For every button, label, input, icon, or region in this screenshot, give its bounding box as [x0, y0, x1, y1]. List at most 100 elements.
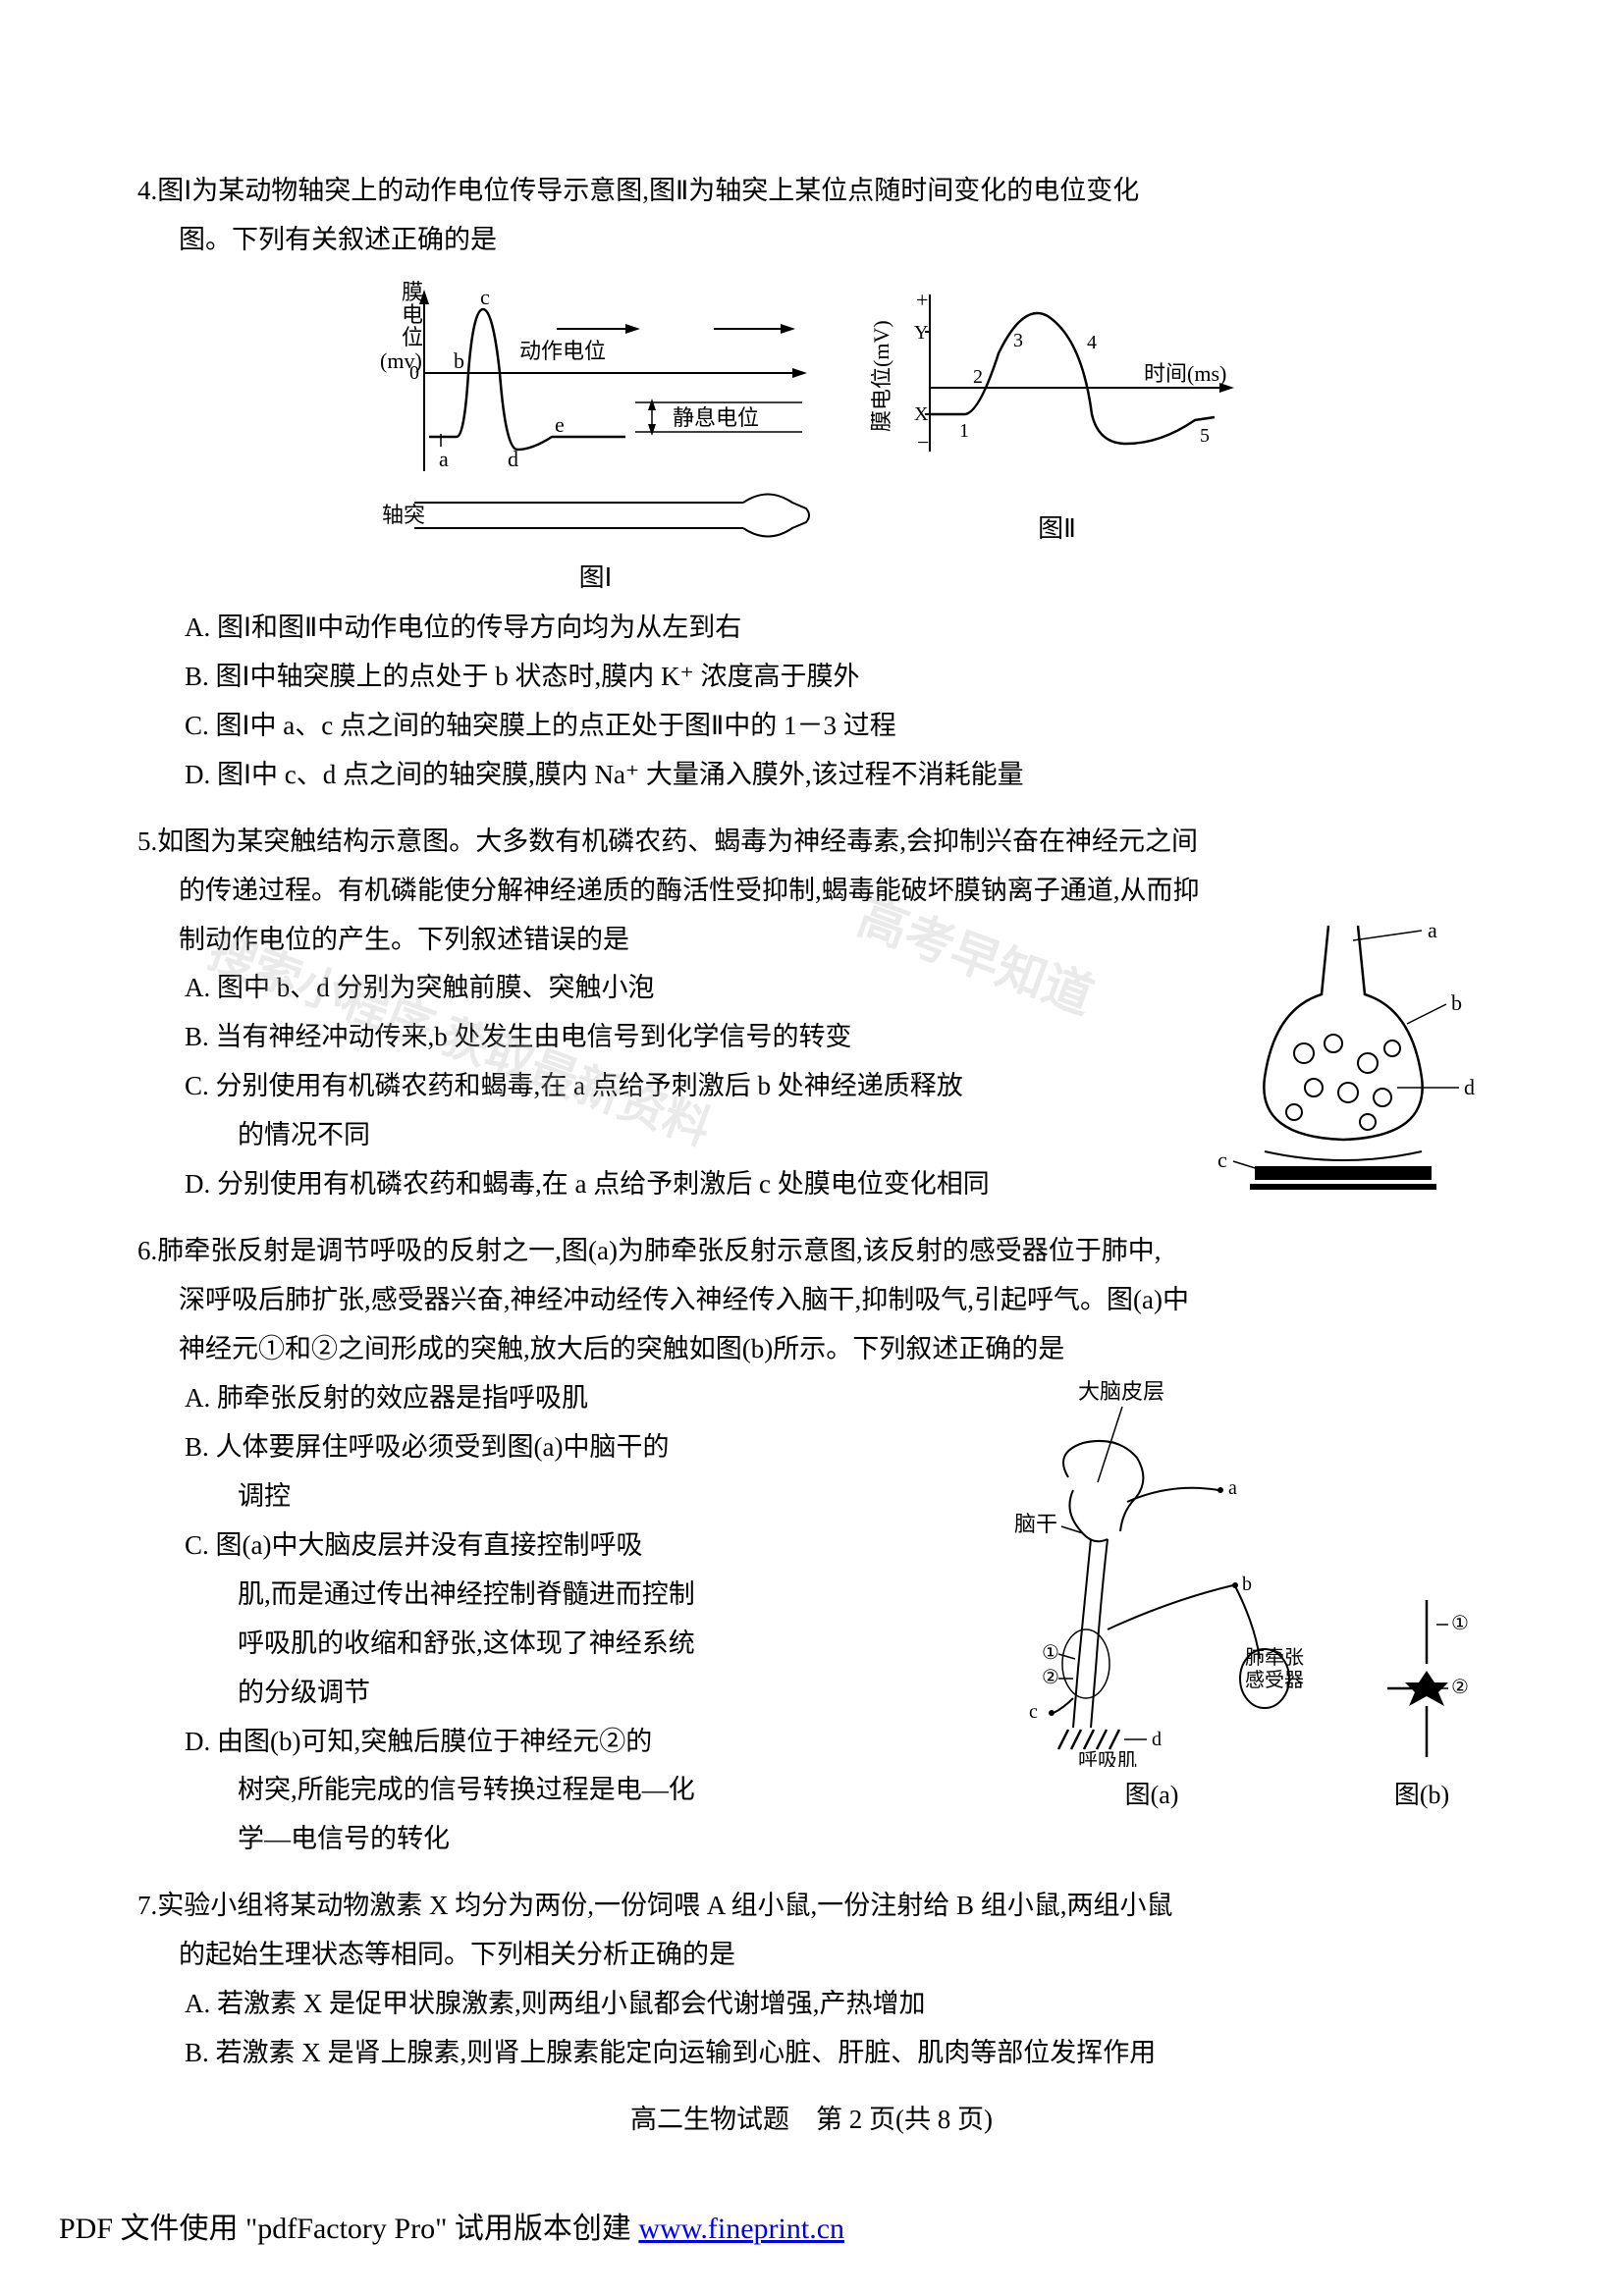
figure-1-container: 膜 电 位 (mv) 0 c b d e a [380, 275, 812, 594]
svg-text:5: 5 [1200, 425, 1210, 447]
q5-line2: 的传递过程。有机磷能使分解神经递质的酶活性受抑制,蝎毒能破坏膜钠离子通道,从而抑 [137, 867, 1486, 916]
svg-text:3: 3 [1013, 330, 1023, 351]
svg-text:呼吸肌: 呼吸肌 [1078, 1749, 1137, 1767]
figure-a: 大脑皮层 脑干 a [975, 1374, 1328, 1811]
question-7: 7.实验小组将某动物激素 X 均分为两份,一份饲喂 A 组小鼠,一份注射给 B … [137, 1882, 1486, 2078]
q5-opt-d: D. 分别使用有机磷农药和蝎毒,在 a 点给予刺激后 c 处膜电位变化相同 [185, 1160, 1216, 1209]
q6-line2: 深呼吸后肺扩张,感受器兴奋,神经冲动经传入神经传入脑干,抑制吸气,引起呼气。图(… [137, 1276, 1486, 1325]
svg-text:b: b [454, 348, 464, 373]
q6-opt-b2: 调控 [185, 1472, 975, 1522]
fig-b-svg: ① ② [1358, 1590, 1486, 1767]
q6-body: A. 肺牵张反射的效应器是指呼吸肌 B. 人体要屏住呼吸必须受到图(a)中脑干的… [137, 1374, 1486, 1864]
q7-line1: 7.实验小组将某动物激素 X 均分为两份,一份饲喂 A 组小鼠,一份注射给 B … [137, 1882, 1486, 1931]
svg-text:位: 位 [402, 325, 423, 349]
q7-opt-b: B. 若激素 X 是肾上腺素,则肾上腺素能定向运输到心脏、肝脏、肌肉等部位发挥作… [185, 2029, 1486, 2078]
svg-text:2: 2 [973, 366, 983, 388]
q6-opt-d2: 树突,所能完成的信号转换过程是电—化 [185, 1766, 975, 1815]
svg-text:1: 1 [959, 420, 969, 442]
svg-text:b: b [1242, 1574, 1252, 1595]
svg-text:大脑皮层: 大脑皮层 [1078, 1379, 1164, 1404]
fig-a-label: 图(a) [1125, 1775, 1179, 1811]
svg-text:−: − [917, 430, 929, 454]
q5-opt-c1: C. 分别使用有机磷农药和蝎毒,在 a 点给予刺激后 b 处神经递质释放 [185, 1062, 1216, 1111]
q5-body: 制动作电位的产生。下列叙述错误的是 A. 图中 b、d 分别为突触前膜、突触小泡… [137, 916, 1486, 1210]
figure-2-container: 膜电位(mV) + − Y X 1 2 3 4 5 时间(m [871, 275, 1244, 545]
q4-opt-a: A. 图Ⅰ和图Ⅱ中动作电位的传导方向均为从左到右 [185, 604, 1486, 653]
question-6: 6.肺牵张反射是调节呼吸的反射之一,图(a)为肺牵张反射示意图,该反射的感受器位… [137, 1227, 1486, 1864]
q6-options: A. 肺牵张反射的效应器是指呼吸肌 B. 人体要屏住呼吸必须受到图(a)中脑干的… [137, 1374, 975, 1864]
q6-opt-c1: C. 图(a)中大脑皮层并没有直接控制呼吸 [185, 1522, 975, 1571]
fig-b-label: 图(b) [1394, 1775, 1449, 1811]
svg-text:c: c [1217, 1148, 1227, 1172]
svg-text:时间(ms): 时间(ms) [1144, 361, 1226, 386]
synapse-svg: a b d c [1216, 916, 1486, 1201]
svg-text:膜电位(mV): 膜电位(mV) [871, 320, 893, 432]
q6-line3: 神经元①和②之间形成的突触,放大后的突触如图(b)所示。下列叙述正确的是 [137, 1325, 1486, 1374]
figure-1-svg: 膜 电 位 (mv) 0 c b d e a [380, 275, 812, 550]
q5-line1: 5.如图为某突触结构示意图。大多数有机磷农药、蝎毒为神经毒素,会抑制兴奋在神经元… [137, 818, 1486, 867]
q4-options: A. 图Ⅰ和图Ⅱ中动作电位的传导方向均为从左到右 B. 图Ⅰ中轴突膜上的点处于 … [137, 604, 1486, 800]
q7-line2: 的起始生理状态等相同。下列相关分析正确的是 [137, 1931, 1486, 1980]
svg-text:膜: 膜 [402, 280, 423, 304]
svg-text:①: ① [1042, 1642, 1059, 1664]
svg-text:①: ① [1451, 1613, 1469, 1634]
figure-2-svg: 膜电位(mV) + − Y X 1 2 3 4 5 时间(m [871, 275, 1244, 501]
q4-opt-d: D. 图Ⅰ中 c、d 点之间的轴突膜,膜内 Na⁺ 大量涌入膜外,该过程不消耗能… [185, 751, 1486, 800]
fig-a-svg: 大脑皮层 脑干 a [975, 1374, 1328, 1767]
svg-text:静息电位: 静息电位 [673, 405, 759, 430]
q4-opt-b: B. 图Ⅰ中轴突膜上的点处于 b 状态时,膜内 K⁺ 浓度高于膜外 [185, 653, 1486, 702]
svg-text:肺牵张: 肺牵张 [1245, 1646, 1304, 1669]
svg-text:②: ② [1042, 1667, 1059, 1688]
svg-text:e: e [555, 412, 565, 437]
fig1-label: 图Ⅰ [579, 558, 613, 594]
q4-number: 4. [137, 176, 157, 205]
svg-text:脑干: 脑干 [1014, 1512, 1057, 1536]
svg-text:c: c [1029, 1701, 1038, 1723]
q6-opt-d1: D. 由图(b)可知,突触后膜位于神经元②的 [185, 1718, 975, 1767]
svg-text:a: a [1428, 918, 1437, 942]
question-5: 5.如图为某突触结构示意图。大多数有机磷农药、蝎毒为神经毒素,会抑制兴奋在神经元… [137, 818, 1486, 1210]
q7-options: A. 若激素 X 是促甲状腺激素,则两组小鼠都会代谢增强,产热增加 B. 若激素… [137, 1980, 1486, 2078]
q5-options: A. 图中 b、d 分别为突触前膜、突触小泡 B. 当有神经冲动传来,b 处发生… [137, 964, 1216, 1209]
q6-opt-b1: B. 人体要屏住呼吸必须受到图(a)中脑干的 [185, 1423, 975, 1472]
page-footer: 高二生物试题 第 2 页(共 8 页) [137, 2098, 1486, 2136]
svg-text:电: 电 [402, 302, 423, 327]
q6-figures: 大脑皮层 脑干 a [975, 1374, 1486, 1811]
q6-opt-c2: 肌,而是通过传出神经控制脊髓进而控制 [185, 1571, 975, 1620]
q6-opt-a: A. 肺牵张反射的效应器是指呼吸肌 [185, 1374, 975, 1423]
svg-text:b: b [1451, 990, 1462, 1015]
question-4: 4.图Ⅰ为某动物轴突上的动作电位传导示意图,图Ⅱ为轴突上某位点随时间变化的电位变… [137, 167, 1486, 800]
q4-opt-c: C. 图Ⅰ中 a、c 点之间的轴突膜上的点正处于图Ⅱ中的 1－3 过程 [185, 702, 1486, 751]
q5-number: 5. [137, 827, 157, 856]
svg-text:+: + [916, 288, 928, 312]
fig2-label: 图Ⅱ [1038, 508, 1076, 545]
q6-line1: 6.肺牵张反射是调节呼吸的反射之一,图(a)为肺牵张反射示意图,该反射的感受器位… [137, 1227, 1486, 1276]
svg-text:c: c [480, 285, 490, 309]
svg-text:d: d [1152, 1729, 1162, 1750]
svg-text:a: a [439, 447, 449, 471]
svg-text:a: a [1228, 1477, 1237, 1499]
q4-line1: 4.图Ⅰ为某动物轴突上的动作电位传导示意图,图Ⅱ为轴突上某位点随时间变化的电位变… [137, 167, 1486, 216]
q6-opt-c3: 呼吸肌的收缩和舒张,这体现了神经系统 [185, 1620, 975, 1669]
q7-opt-a: A. 若激素 X 是促甲状腺激素,则两组小鼠都会代谢增强,产热增加 [185, 1980, 1486, 2029]
q7-number: 7. [137, 1891, 157, 1920]
svg-text:动作电位: 动作电位 [519, 339, 606, 363]
q6-number: 6. [137, 1236, 157, 1265]
figure-b: ① ② 图(b) [1358, 1590, 1486, 1811]
svg-text:0: 0 [409, 362, 419, 384]
svg-text:②: ② [1451, 1677, 1469, 1698]
q4-diagrams: 膜 电 位 (mv) 0 c b d e a [137, 265, 1486, 604]
q6-opt-d3: 学—电信号的转化 [185, 1815, 975, 1864]
pdf-footer-text: PDF 文件使用 "pdfFactory Pro" 试用版本创建 [59, 2213, 638, 2245]
pdf-footer-link[interactable]: www.fineprint.cn [638, 2213, 844, 2245]
q6-opt-c4: 的分级调节 [185, 1669, 975, 1718]
svg-text:d: d [508, 447, 518, 471]
q5-figure: a b d c [1216, 916, 1486, 1205]
q5-opt-a: A. 图中 b、d 分别为突触前膜、突触小泡 [185, 964, 1216, 1013]
svg-text:4: 4 [1087, 332, 1097, 353]
pdf-footer: PDF 文件使用 "pdfFactory Pro" 试用版本创建 www.fin… [59, 2204, 844, 2247]
svg-text:d: d [1464, 1075, 1475, 1099]
svg-text:感受器: 感受器 [1245, 1669, 1304, 1691]
q4-line2: 图。下列有关叙述正确的是 [137, 216, 1486, 265]
q5-opt-b: B. 当有神经冲动传来,b 处发生由电信号到化学信号的转变 [185, 1013, 1216, 1062]
